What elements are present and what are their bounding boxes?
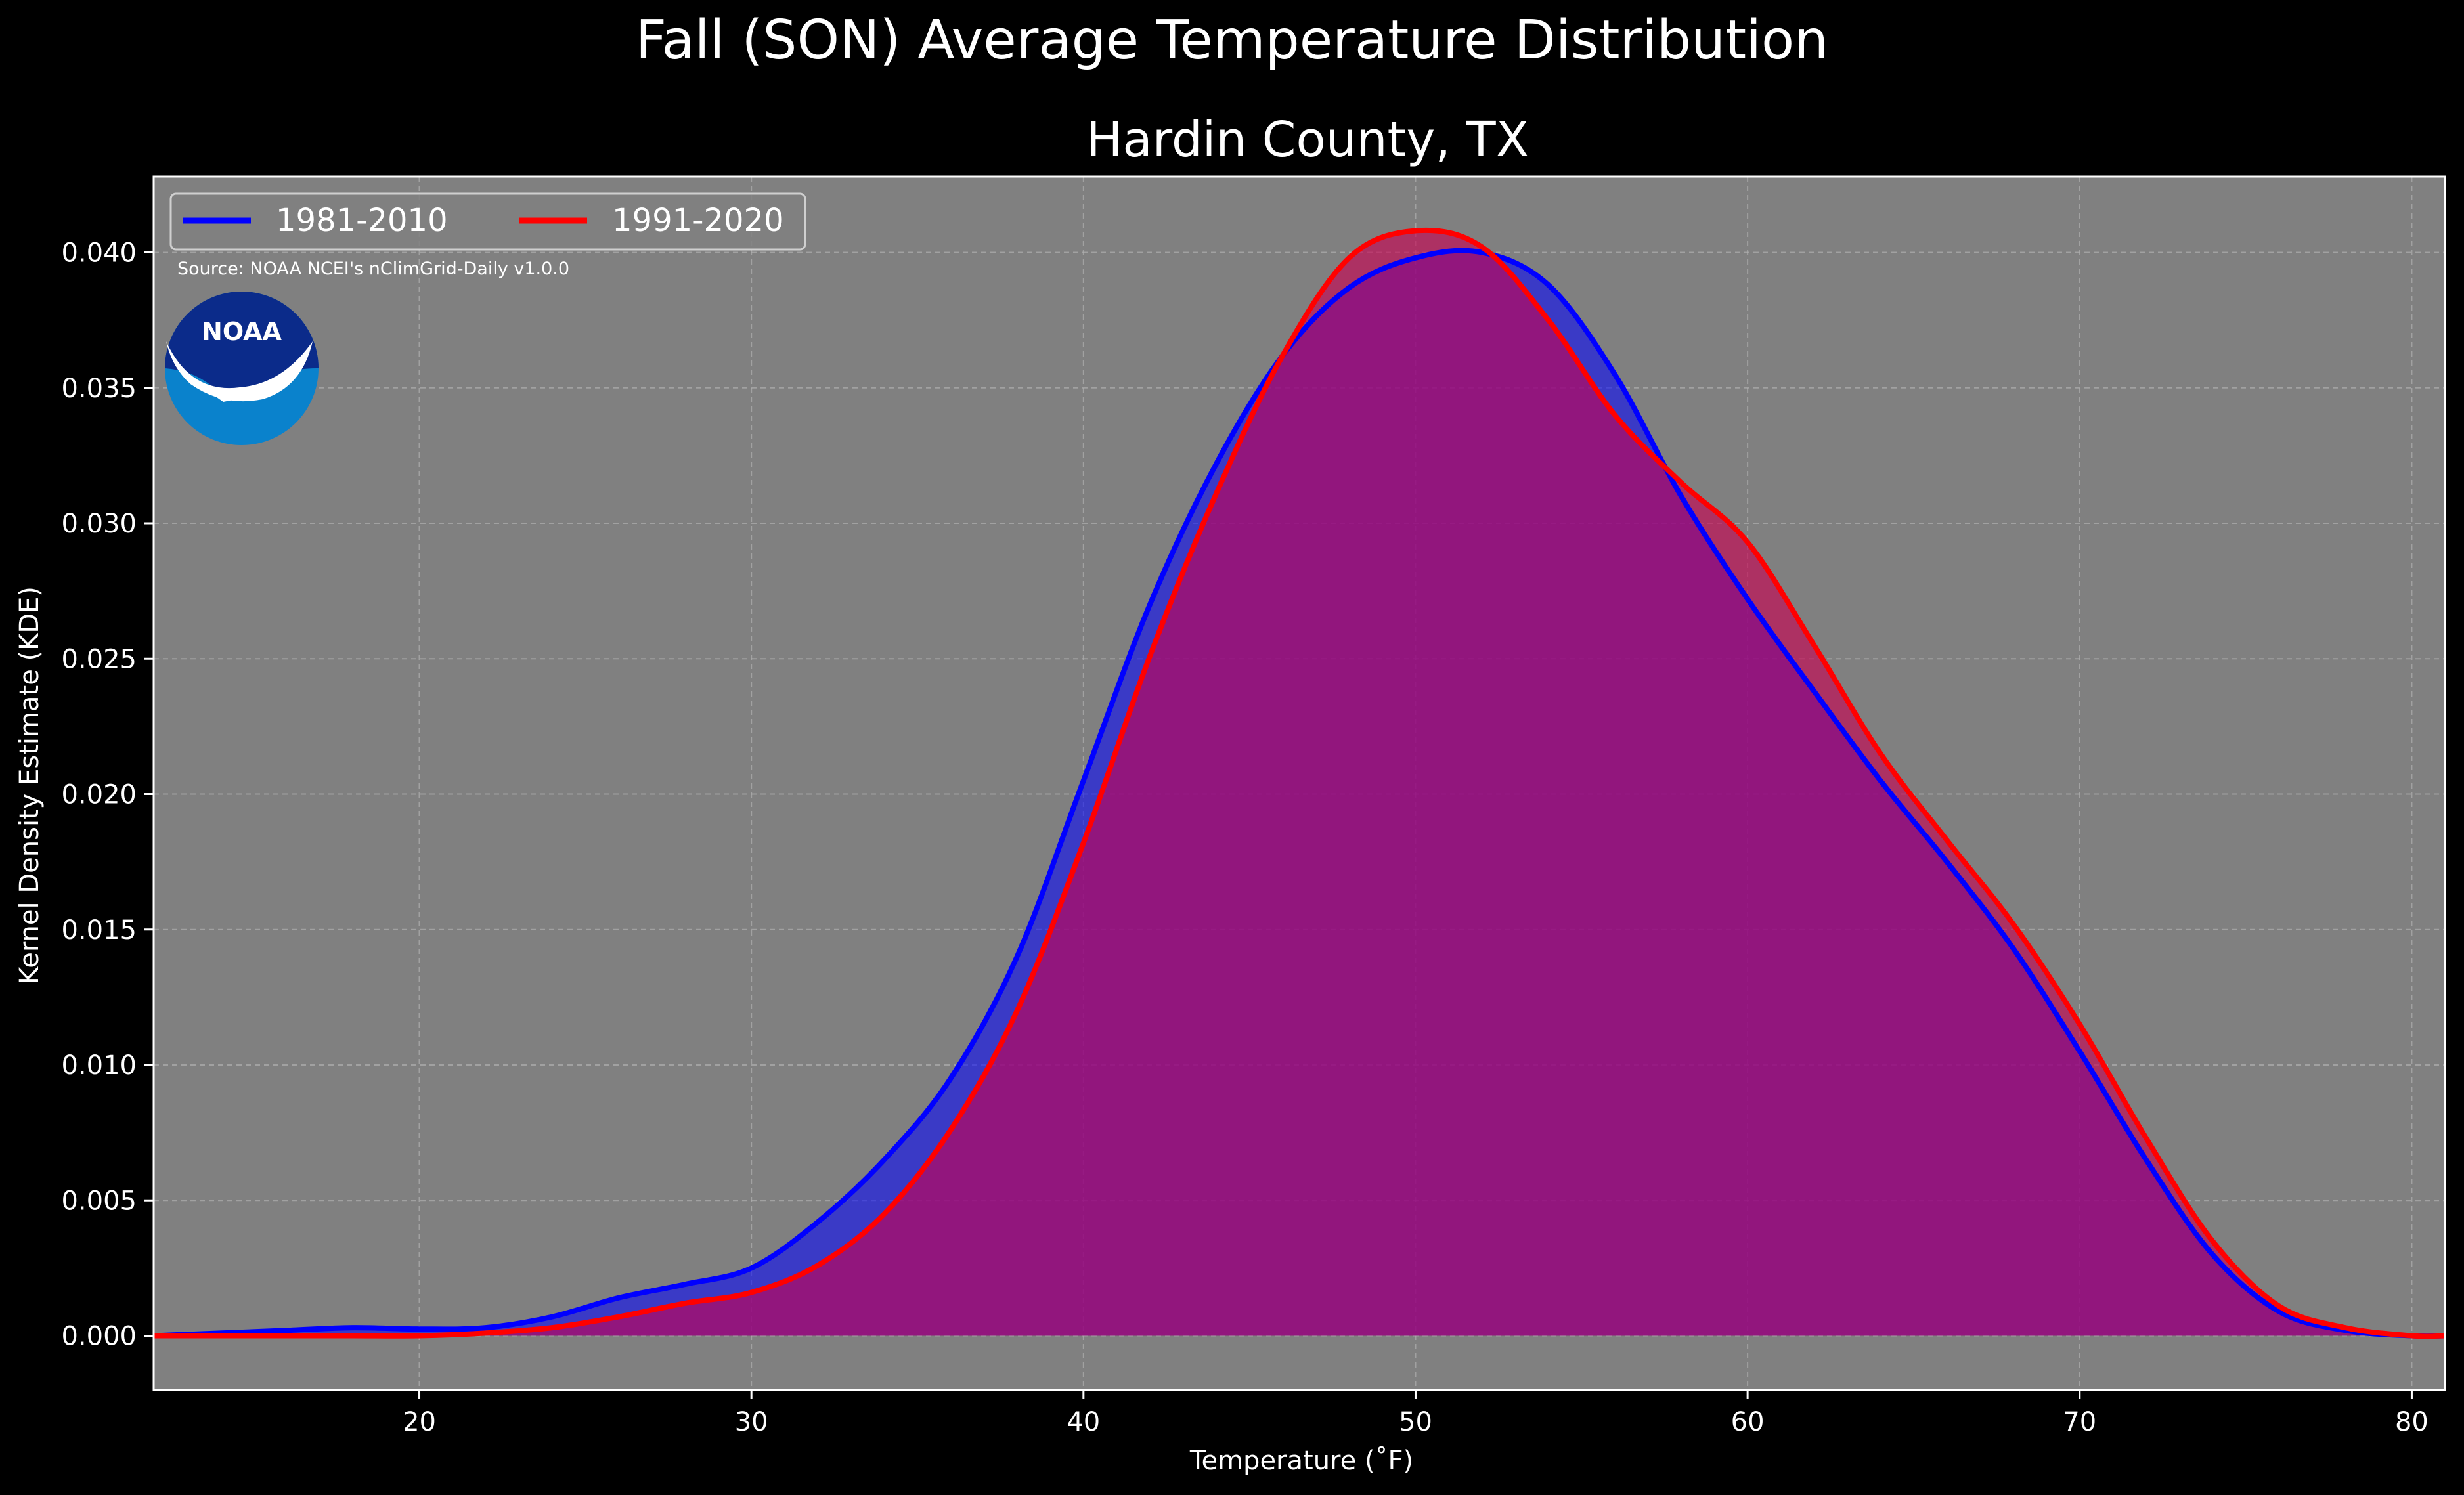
noaa-logo-wing-icon <box>217 388 276 402</box>
y-tick-label: 0.000 <box>61 1322 137 1352</box>
series-fills <box>154 230 2445 1337</box>
series-lines <box>153 227 2446 1339</box>
source-note: Source: NOAA NCEI's nClimGrid-Daily v1.0… <box>177 259 569 279</box>
y-tick-label: 0.025 <box>61 644 137 674</box>
legend-box <box>169 192 806 251</box>
x-tick-label: 70 <box>2063 1407 2096 1437</box>
y-axis-ticks: 0.000 0.005 0.010 0.015 0.020 0.025 0.030 0.035… <box>61 238 154 1352</box>
y-tick-label: 0.005 <box>61 1186 137 1216</box>
noaa-logo-top <box>165 292 319 400</box>
legend-label-1981-2010: 1981-2010 <box>276 202 448 239</box>
x-tick-label: 20 <box>403 1407 436 1437</box>
x-tick-label: 50 <box>1399 1407 1432 1437</box>
y-tick-label: 0.015 <box>61 915 137 945</box>
y-tick-label: 0.040 <box>61 238 137 269</box>
series-fill-1991-2020 <box>154 230 2445 1337</box>
x-axis-label: Temperature (˚F) <box>1189 1446 1413 1476</box>
y-tick-label: 0.030 <box>61 509 137 539</box>
legend: 1981-2010 1991-2020 <box>169 192 806 251</box>
x-tick-label: 40 <box>1067 1407 1100 1437</box>
series-line-1991-2020 <box>153 227 2446 1339</box>
noaa-logo: NOAA <box>165 292 319 445</box>
x-axis-ticks: 20 30 40 50 60 70 80 <box>403 1390 2429 1437</box>
y-tick-label: 0.035 <box>61 374 137 404</box>
y-tick-label: 0.010 <box>61 1051 137 1081</box>
plot-frame <box>152 175 2446 1391</box>
x-tick-label: 30 <box>735 1407 768 1437</box>
noaa-logo-text: NOAA <box>202 317 282 346</box>
chart-title: Hardin County, TX <box>1086 112 1529 168</box>
noaa-logo-bird-icon <box>166 341 313 402</box>
legend-label-1991-2020: 1991-2020 <box>612 202 784 239</box>
x-tick-label: 60 <box>1731 1407 1765 1437</box>
x-tick-label: 80 <box>2395 1407 2429 1437</box>
y-axis-label: Kernel Density Estimate (KDE) <box>14 586 45 984</box>
y-tick-label: 0.020 <box>61 780 137 810</box>
figure-suptitle: Fall (SON) Average Temperature Distribut… <box>635 9 1829 72</box>
series-line-1981-2010 <box>153 248 2446 1339</box>
